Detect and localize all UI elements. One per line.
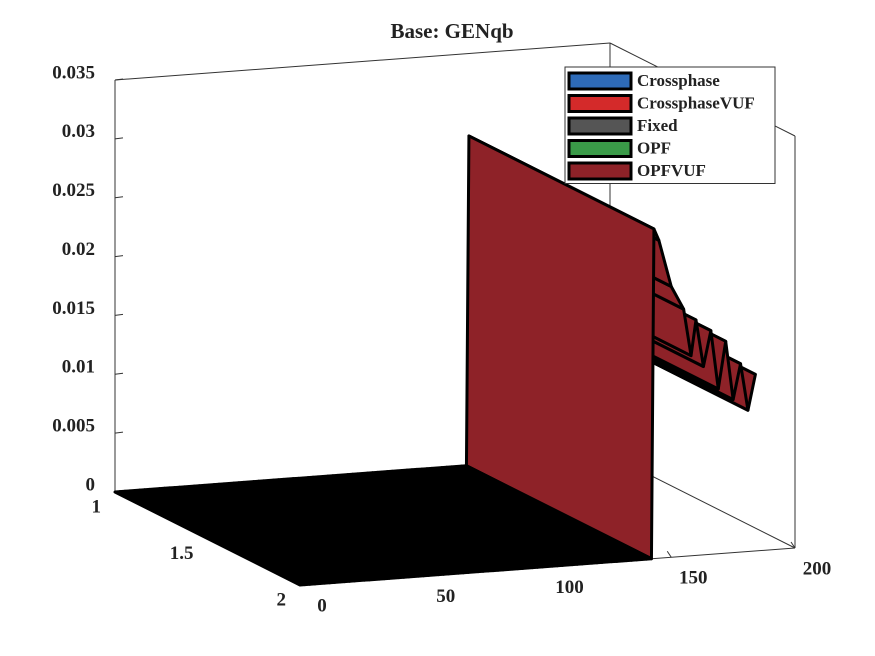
z-tick-label: 0.02: [62, 239, 95, 260]
x-tick: [790, 541, 796, 549]
x-tick: [666, 550, 672, 558]
surface: [113, 134, 757, 587]
y-tick-label: 1: [92, 496, 102, 517]
legend-label: OPF: [637, 138, 671, 157]
y-tick-label: 2: [277, 589, 287, 610]
legend-swatch: [567, 139, 633, 158]
legend: Crossphase CrossphaseVUF Fixed OPF OPFVUF: [564, 66, 776, 184]
z-tick: [114, 196, 124, 199]
z-tick: [114, 313, 124, 316]
z-tick: [114, 78, 124, 81]
legend-label: OPFVUF: [637, 161, 706, 180]
x-tick-label: 50: [436, 586, 455, 607]
legend-swatch: [567, 94, 633, 113]
chart-title: Base: GENqb: [390, 19, 513, 43]
z-tick-label: 0.015: [52, 298, 95, 319]
axis-line: [114, 42, 611, 81]
surface-patch: [113, 490, 307, 587]
z-tick: [114, 137, 124, 140]
x-tick-label: 150: [679, 568, 708, 589]
legend-label: Crossphase: [637, 71, 720, 90]
legend-label: CrossphaseVUF: [637, 93, 755, 112]
legend-label: Fixed: [637, 116, 678, 135]
z-tick: [114, 431, 124, 434]
legend-swatch: [567, 71, 633, 91]
z-tick-label: 0: [86, 474, 96, 495]
legend-swatch: [567, 161, 633, 181]
z-tick-label: 0.03: [62, 121, 95, 142]
x-tick-label: 100: [555, 577, 584, 598]
z-tick: [114, 372, 124, 375]
z-tick-label: 0.01: [62, 357, 95, 378]
x-tick-label: 200: [803, 558, 832, 579]
y-tick-label: 1.5: [170, 543, 194, 564]
z-tick: [114, 255, 124, 258]
x-tick-label: 0: [317, 595, 327, 616]
z-tick-label: 0.005: [52, 416, 95, 437]
z-tick-label: 0.035: [52, 62, 95, 83]
z-tick-label: 0.025: [52, 180, 95, 201]
legend-swatch: [567, 116, 633, 136]
